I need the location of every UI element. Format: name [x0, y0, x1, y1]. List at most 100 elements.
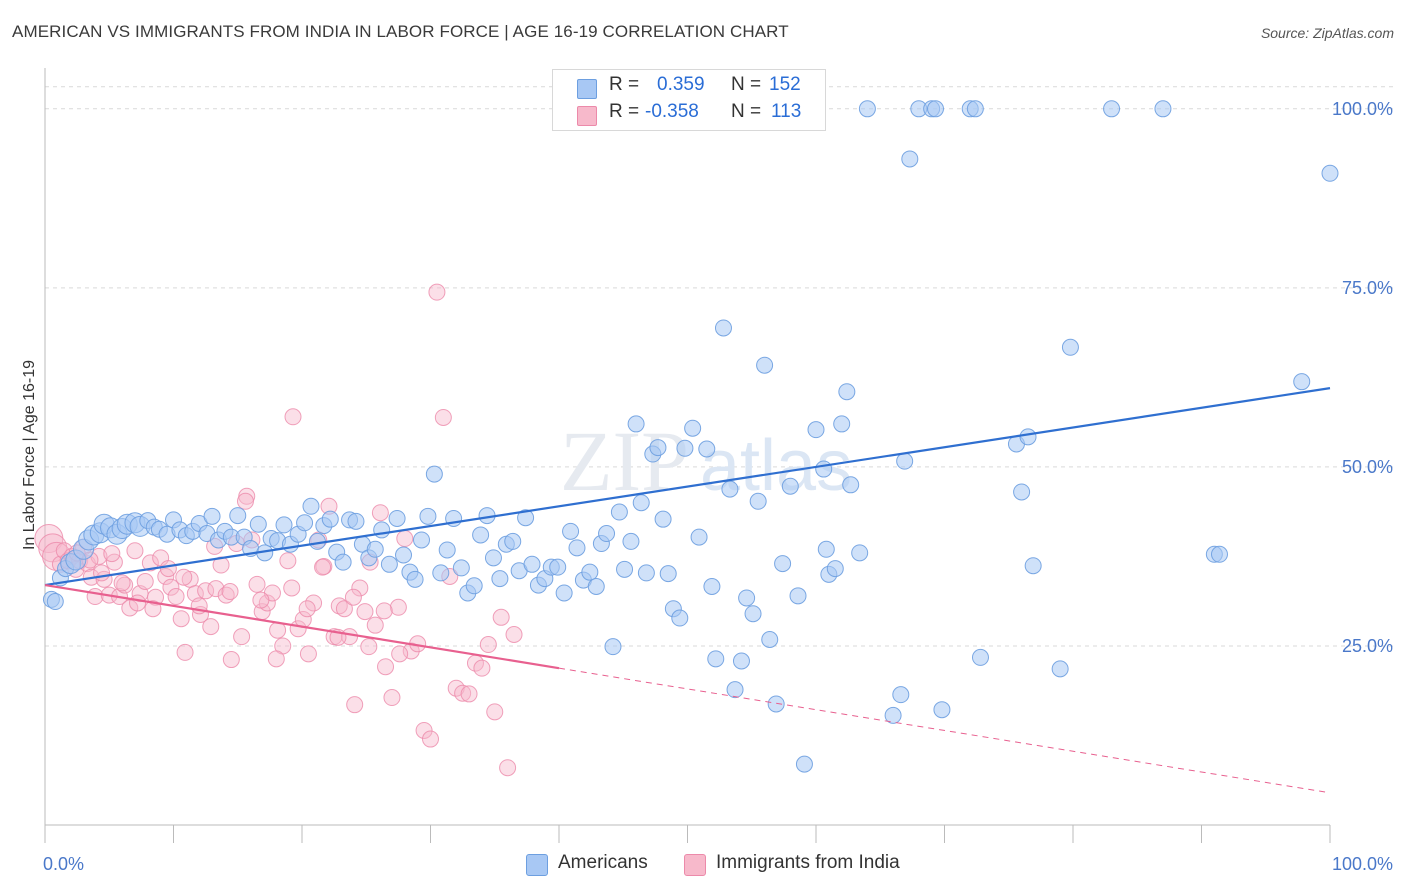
american-point [452, 559, 470, 577]
india-point [396, 530, 414, 548]
india-trend-extension [558, 667, 1331, 794]
american-point [707, 650, 725, 668]
american-point [275, 516, 293, 534]
american-point [892, 686, 910, 704]
american-point [413, 531, 431, 549]
american-point [610, 503, 628, 521]
india-point [344, 588, 362, 606]
india-point [492, 608, 510, 626]
american-point [726, 681, 744, 699]
india-point [207, 580, 225, 598]
american-point [432, 564, 450, 582]
india-point [233, 628, 251, 646]
american-point [676, 439, 694, 457]
india-point [116, 576, 134, 594]
american-point [380, 555, 398, 573]
bottom-legend-label: Americans [558, 852, 648, 873]
american-point [744, 605, 762, 623]
american-point [654, 510, 672, 528]
india-points [34, 283, 523, 777]
india-point [351, 579, 369, 597]
stats-legend: R = 0.359 N = 152 R = -0.358 N = 113 [552, 69, 826, 131]
chart-title: AMERICAN VS IMMIGRANTS FROM INDIA IN LAB… [12, 22, 789, 41]
american-point [815, 460, 833, 478]
india-point [479, 636, 497, 654]
american-point [1154, 100, 1172, 118]
american-point [774, 555, 792, 573]
india-point [383, 689, 401, 707]
american-point [732, 652, 750, 670]
india-point [371, 504, 389, 522]
american-point [587, 578, 605, 596]
american-point [637, 564, 655, 582]
india-point [103, 545, 121, 563]
india-point [167, 588, 185, 606]
y-tick-label: 100.0% [1332, 99, 1393, 119]
american-point [555, 584, 573, 602]
american-point [761, 631, 779, 649]
bottom-legend-india: Immigrants from India [684, 852, 944, 878]
american-point [1061, 338, 1079, 356]
american-point [581, 563, 599, 581]
tick-labels: 25.0% 50.0% 75.0% 100.0% 0.0% 100.0% [43, 99, 1393, 874]
trend-lines [44, 387, 1331, 794]
american-point [347, 512, 365, 530]
american-point [484, 549, 502, 567]
y-axis-label: In Labor Force | Age 16-19 [21, 360, 38, 550]
india-point [93, 564, 111, 582]
axes [44, 68, 1331, 843]
american-point [616, 560, 634, 578]
y-tick-label: 50.0% [1342, 457, 1393, 477]
india-point [305, 594, 323, 612]
american-point [1013, 483, 1031, 501]
india-point [366, 616, 384, 634]
india-point [375, 602, 393, 620]
india-point [126, 542, 144, 560]
legend-r-value: 0.359 [657, 74, 705, 95]
american-point [419, 507, 437, 525]
american-point [334, 553, 352, 571]
india-point [428, 283, 446, 301]
legend-r-label: R = [609, 101, 640, 122]
american-point [858, 100, 876, 118]
american-point [1051, 660, 1069, 678]
india-point [159, 560, 177, 578]
india-trend-line [44, 583, 560, 670]
american-point [684, 419, 702, 437]
american-point [851, 544, 869, 562]
american-point [1103, 100, 1121, 118]
american-point [807, 421, 825, 439]
india-point [298, 600, 316, 618]
american-point [884, 706, 902, 724]
india-point [279, 552, 297, 570]
american-point [749, 492, 767, 510]
india-point [486, 703, 504, 721]
american-point [690, 528, 708, 546]
american-point [373, 521, 391, 539]
american-point [568, 539, 586, 557]
american-point [388, 509, 406, 527]
india-point [176, 643, 194, 661]
india-point [389, 598, 407, 616]
american-point [659, 565, 677, 583]
india-point [141, 554, 159, 572]
india-point [283, 579, 301, 597]
american-point [842, 476, 860, 494]
india-point [315, 557, 333, 575]
american-point [971, 648, 989, 666]
american-point [627, 415, 645, 433]
american-point [789, 587, 807, 605]
american-point [549, 558, 567, 576]
india-point [360, 638, 378, 656]
india-point [454, 684, 472, 702]
american-point [781, 477, 799, 495]
american-point [795, 755, 813, 773]
bottom-swatch-india [684, 854, 706, 876]
x-tick-label: 100.0% [1332, 854, 1393, 874]
american-point [249, 515, 267, 533]
american-point [438, 541, 456, 559]
india-point [162, 578, 180, 596]
india-point [175, 568, 193, 586]
watermark: ZIP [560, 413, 689, 509]
american-point [395, 546, 413, 564]
